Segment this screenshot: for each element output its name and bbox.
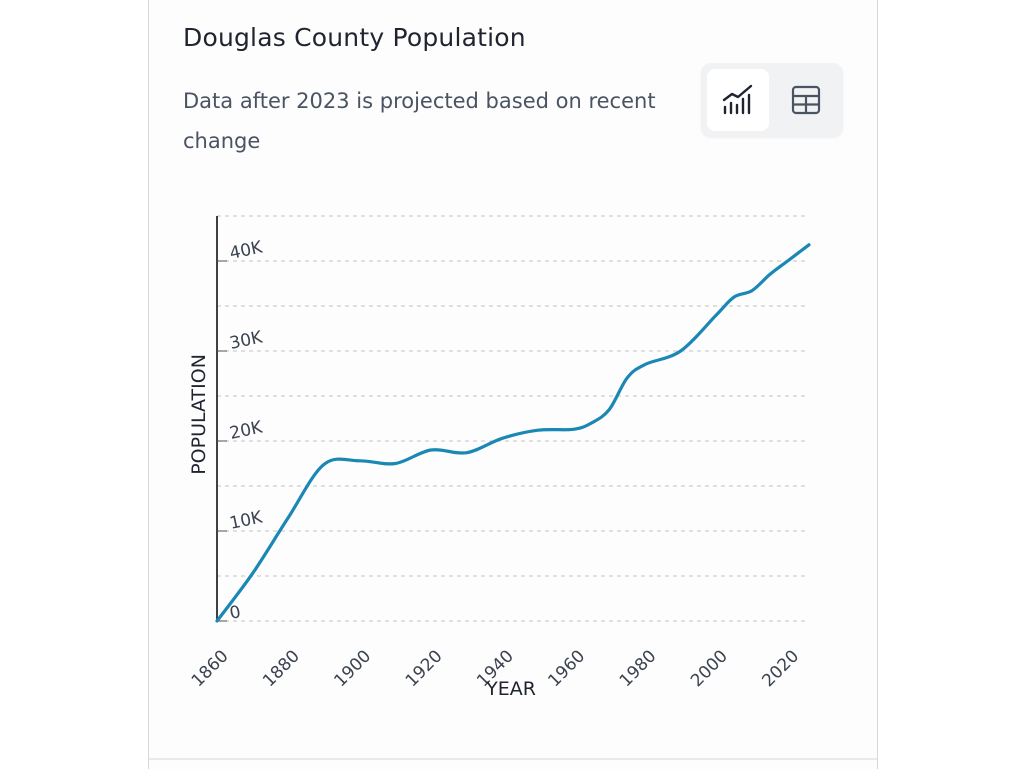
y-axis-title: POPULATION [188, 354, 210, 475]
y-tick-label: 10K [228, 507, 265, 534]
x-tick-label: 1900 [330, 646, 375, 691]
line-chart-icon [722, 84, 753, 115]
x-tick-label: 1920 [402, 646, 447, 691]
table-view-button[interactable] [775, 69, 837, 131]
chart-view-button[interactable] [707, 69, 769, 131]
y-tick-label: 40K [228, 237, 265, 264]
population-series-line [215, 243, 811, 623]
y-tick-label: 30K [228, 327, 265, 354]
population-card: Douglas County Population Data after 202… [148, 0, 878, 769]
x-tick-label: 1960 [544, 646, 589, 691]
view-toggle [701, 63, 843, 137]
card-divider [149, 758, 877, 760]
x-tick-label: 2020 [758, 646, 803, 691]
table-icon [791, 85, 821, 115]
x-tick-label: 1860 [188, 646, 233, 691]
y-tick-label: 20K [228, 417, 265, 444]
y-tick-label: 0 [228, 602, 243, 624]
x-tick-label: 1980 [616, 646, 661, 691]
x-tick-label: 1880 [259, 646, 304, 691]
x-tick-label: 2000 [687, 646, 732, 691]
card-subtitle: Data after 2023 is projected based on re… [183, 89, 656, 153]
card-title: Douglas County Population [183, 23, 526, 52]
x-axis-title: YEAR [485, 678, 536, 700]
